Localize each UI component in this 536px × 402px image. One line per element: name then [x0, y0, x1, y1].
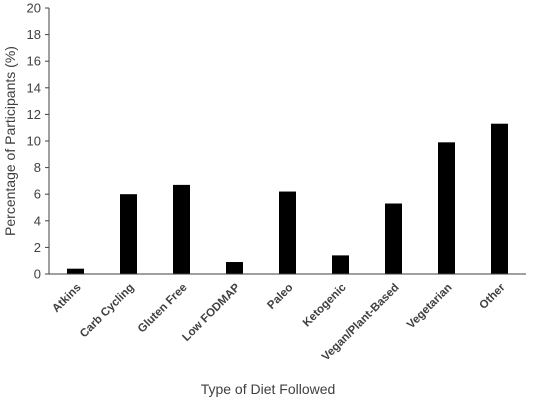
x-tick-label: Gluten Free — [136, 282, 190, 336]
x-tick-label: Paleo — [265, 282, 295, 312]
y-tick-label: 14 — [27, 80, 41, 95]
x-tick-label: Atkins — [50, 282, 83, 315]
y-tick-label: 16 — [27, 54, 41, 69]
bar-other — [491, 123, 508, 275]
y-axis-ticks: 0 2 4 6 8 10 12 14 16 18 20 — [27, 1, 49, 282]
y-tick-label: 8 — [34, 160, 41, 175]
bar-carb-cycling — [120, 194, 137, 274]
x-tick-label: Ketogenic — [301, 281, 349, 329]
y-tick-label: 6 — [34, 187, 41, 202]
bars — [67, 123, 508, 275]
bar-paleo — [279, 191, 296, 274]
y-tick-label: 12 — [27, 107, 41, 122]
y-tick-label: 20 — [27, 1, 41, 16]
y-tick-label: 0 — [34, 267, 41, 282]
y-tick-label: 2 — [34, 240, 41, 255]
bar-ketogenic — [332, 255, 349, 274]
bar-vegan-plant-based — [385, 203, 402, 274]
x-tick-label: Carb Cycling — [78, 282, 137, 341]
x-axis-title: Type of Diet Followed — [201, 381, 336, 397]
bar-low-fodmap — [226, 262, 243, 274]
y-tick-label: 18 — [27, 27, 41, 42]
bar-atkins — [67, 268, 84, 274]
bar-vegetarian — [438, 142, 455, 274]
x-tick-label: Low FODMAP — [180, 281, 242, 343]
y-tick-label: 4 — [34, 213, 41, 228]
y-tick-label: 10 — [27, 134, 41, 149]
x-tick-label: Other — [477, 281, 508, 312]
y-axis-title: Percentage of Participants (%) — [2, 46, 18, 236]
x-tick-label: Vegetarian — [405, 282, 455, 332]
bar-gluten-free — [173, 184, 190, 274]
